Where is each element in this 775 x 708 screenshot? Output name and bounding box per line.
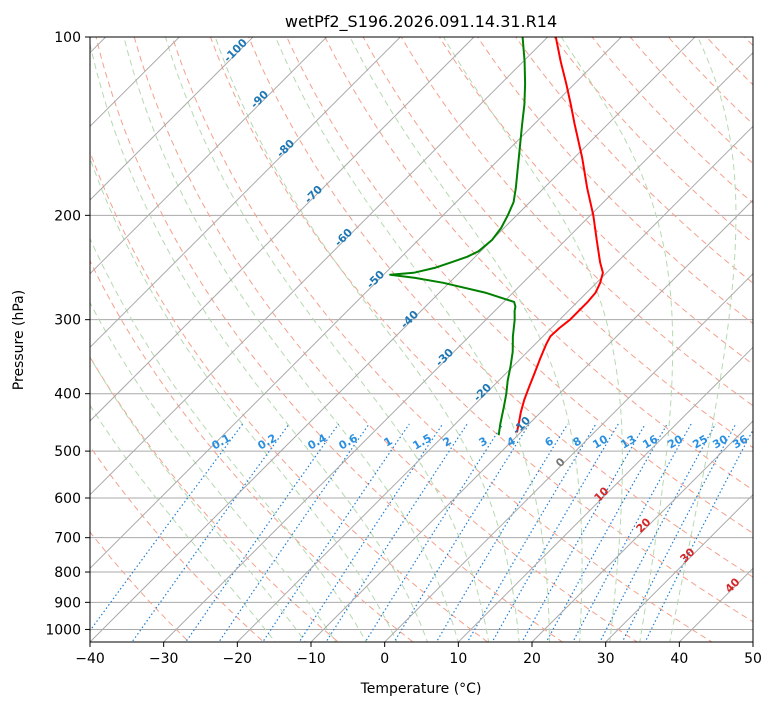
- x-axis-ticks: −40 −30 −20 −10 0 10 20 30 40 50: [75, 642, 762, 667]
- mixing-ratio-line: [644, 428, 753, 642]
- y-axis-label: Pressure (hPa): [11, 290, 27, 390]
- mixing-ratio-line: [491, 423, 619, 642]
- dry-adiabat-line: [90, 259, 414, 642]
- mixing-ratio-line: [599, 423, 717, 642]
- isotherm-line: [236, 125, 753, 642]
- moist-adiabat-line: [669, 37, 737, 642]
- x-tick-label: 50: [744, 651, 762, 667]
- isotherm-line: [604, 493, 753, 642]
- y-axis-ticks: 100 200 300 400 500 600 700 800 900 1000: [45, 30, 90, 638]
- isotherm-line: [310, 199, 753, 642]
- mixing-ratio-line: [621, 423, 737, 642]
- sounding-series: [389, 37, 604, 436]
- isotherm-line: [90, 37, 696, 642]
- y-tick-label: 200: [54, 208, 81, 224]
- y-tick-label: 100: [54, 30, 81, 46]
- x-tick-label: 0: [380, 651, 389, 667]
- dry-adiabat-line: [362, 37, 753, 449]
- dry-adiabat-line: [90, 445, 265, 642]
- temperature-profile: [515, 37, 604, 433]
- moist-adiabat-line: [275, 37, 550, 642]
- moist-adiabat-line: [349, 37, 583, 642]
- y-tick-label: 500: [54, 444, 81, 460]
- moist-adiabat-line: [560, 37, 674, 642]
- isotherm-line: [90, 37, 402, 349]
- isotherm-grid: [90, 37, 753, 642]
- dry-adiabat-line: [667, 37, 753, 125]
- plot-frame: [89, 36, 754, 643]
- moist-adiabat-line: [90, 156, 398, 642]
- moist-adiabat-line: [123, 37, 459, 642]
- dry-adiabat-line: [477, 37, 753, 325]
- moist-adiabat-line: [90, 356, 307, 642]
- mixing-ratio-line: [466, 423, 597, 642]
- y-tick-label: 900: [54, 595, 81, 611]
- dry-adiabat-line: [286, 37, 753, 534]
- mixing-ratio-line: [435, 423, 569, 642]
- dry-adiabat-line: [438, 37, 753, 366]
- dry-adiabats: [90, 37, 753, 642]
- mixing-ratio-line: [131, 423, 290, 642]
- isotherm-line: [383, 272, 753, 642]
- moist-adiabat-line: [214, 37, 520, 642]
- isotherm-line: [90, 37, 181, 128]
- x-tick-label: 40: [670, 651, 688, 667]
- dewpoint-profile: [389, 37, 527, 436]
- mixing-ratio-line: [393, 423, 530, 642]
- y-tick-label: 400: [54, 387, 81, 403]
- chart-title: wetPf2_S196.2026.091.14.31.R14: [285, 12, 557, 32]
- dry-adiabat-line: [248, 37, 753, 578]
- x-tick-label: 10: [449, 651, 467, 667]
- mixing-ratio-line: [364, 423, 504, 642]
- moist-adiabat-line: [165, 37, 490, 642]
- y-tick-label: 300: [54, 313, 81, 329]
- moist-adiabat-line: [443, 37, 623, 642]
- dry-adiabat-line: [324, 37, 753, 491]
- dry-adiabat-line: [133, 37, 638, 642]
- x-tick-label: 20: [523, 651, 541, 667]
- moist-adiabat-line: [90, 404, 276, 642]
- isotherm-line: [90, 37, 549, 496]
- x-tick-label: −10: [296, 651, 326, 667]
- x-tick-label: −30: [149, 651, 179, 667]
- y-tick-label: 800: [54, 565, 81, 581]
- isotherm-line: [531, 420, 753, 642]
- isotherm-line: [162, 51, 753, 642]
- x-tick-label: −20: [223, 651, 253, 667]
- x-tick-label: −40: [75, 651, 105, 667]
- y-tick-label: 600: [54, 491, 81, 507]
- isotherm-line: [90, 37, 254, 201]
- plot-area: -100-90-80-70-60-50-40-30-20-10102030400…: [90, 37, 753, 642]
- isotherm-line: [90, 37, 475, 422]
- mixing-ratio-line: [325, 423, 468, 642]
- moist-adiabat-line: [90, 237, 367, 642]
- isobar-grid: [90, 37, 753, 630]
- dry-adiabat-line: [171, 37, 713, 642]
- dry-adiabat-line: [90, 150, 489, 642]
- x-axis-label: Temperature (°C): [360, 681, 482, 697]
- moist-adiabat-line: [90, 301, 337, 642]
- y-tick-label: 700: [54, 531, 81, 547]
- y-tick-label: 1000: [45, 622, 81, 638]
- dry-adiabat-line: [629, 37, 753, 165]
- mixing-ratio-line: [218, 423, 370, 642]
- isotherm-line: [90, 37, 623, 570]
- isotherm-line: [457, 346, 753, 642]
- dry-adiabat-line: [95, 37, 564, 642]
- isotherm-line: [90, 37, 328, 275]
- x-tick-label: 30: [597, 651, 615, 667]
